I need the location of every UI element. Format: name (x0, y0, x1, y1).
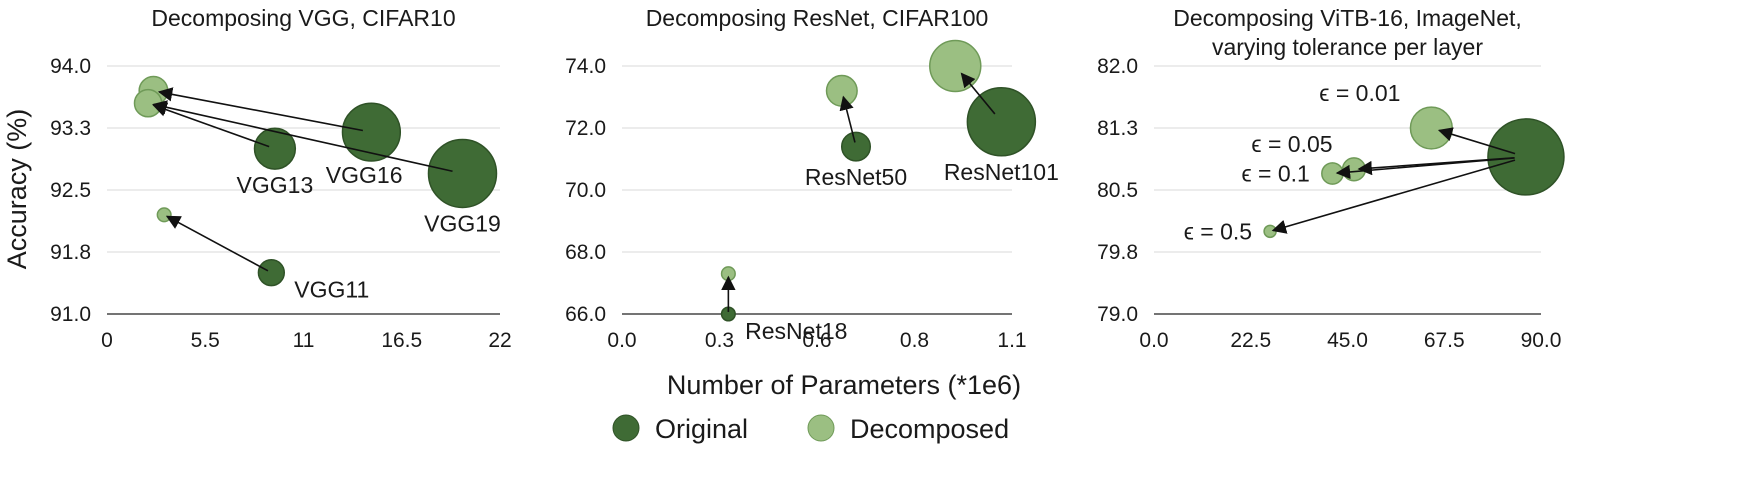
arrow-vgg16-orig-to-vgg16-dec (157, 87, 364, 132)
arrow-r101-orig-to-r101-dec (960, 72, 996, 115)
original-bubble-vgg11-orig (257, 258, 286, 287)
data-label: ϵ = 0.5 (1184, 218, 1252, 244)
arrow-vit-orig-to-vit-01 (1335, 157, 1515, 180)
x-tick-label: 0 (101, 329, 113, 352)
panels: Decomposing VGG, CIFAR10 91.0 91.8 92.5 93.3… (50, 5, 1565, 352)
x-tick-label: 0.3 (705, 329, 734, 352)
y-tick-label: 93.3 (50, 117, 91, 140)
data-label: ϵ = 0.01 (1319, 80, 1400, 106)
y-tick-label: 74.0 (565, 55, 606, 78)
arrow-vgg13-orig-to-vgg13-dec (152, 102, 270, 148)
original-bubble-vgg13-orig (253, 127, 297, 170)
data-label: VGG13 (237, 172, 314, 198)
y-tick-label: 79.8 (1097, 241, 1138, 264)
chart-title-line: Decomposing ResNet, CIFAR100 (646, 5, 989, 31)
x-tick-label: 11 (293, 329, 315, 352)
legend-swatch-original (612, 414, 640, 442)
original-bubble-vgg19-orig (427, 138, 498, 209)
arrow-vit-orig-to-vit-05 (1271, 159, 1516, 234)
x-tick-label: 22 (488, 329, 511, 352)
y-tick-label: 70.0 (565, 179, 606, 202)
data-label: VGG16 (326, 162, 403, 188)
x-tick-label: 16.5 (381, 329, 422, 352)
y-tick-label: 79.0 (1097, 303, 1138, 326)
x-tick-label: 22.5 (1230, 329, 1271, 352)
data-label: ResNet18 (745, 318, 847, 344)
original-bubble-vit-orig (1487, 118, 1565, 196)
original-bubble-r50-orig (840, 131, 872, 162)
y-tick-label: 66.0 (565, 303, 606, 326)
y-tick-label: 94.0 (50, 55, 91, 78)
x-axis-title: Number of Parameters (*1e6) (667, 370, 1021, 400)
y-tick-label: 91.0 (50, 303, 91, 326)
data-label: ResNet101 (944, 159, 1059, 185)
legend: Original Decomposed (612, 414, 1009, 444)
decomposed-bubble-vit-001 (1409, 106, 1453, 150)
data-label: VGG19 (424, 210, 501, 236)
y-tick-label: 80.5 (1097, 179, 1138, 202)
decomposed-bubble-vgg13-dec (133, 88, 163, 118)
data-label: VGG11 (294, 277, 369, 303)
x-tick-label: 5.5 (191, 329, 220, 352)
y-tick-label: 82.0 (1097, 55, 1138, 78)
y-tick-label: 72.0 (565, 117, 606, 140)
original-bubble-vgg16-orig (341, 102, 402, 162)
x-tick-label: 0.0 (1139, 329, 1168, 352)
decomposed-bubble-vgg11-dec (156, 207, 172, 223)
data-label: ResNet50 (805, 164, 907, 190)
original-bubble-r101-orig (966, 87, 1037, 157)
arrow-r50-orig-to-r50-dec (839, 95, 856, 143)
y-axis-title: Accuracy (%) (2, 109, 32, 270)
y-tick-label: 91.8 (50, 241, 91, 264)
y-tick-label: 81.3 (1097, 117, 1138, 140)
chart-panel-1: Decomposing VGG, CIFAR10 91.0 91.8 92.5 93.3… (50, 5, 512, 352)
chart-title-line: Decomposing ViTB-16, ImageNet, (1173, 5, 1522, 31)
chart-panel-2: Decomposing ResNet, CIFAR100 66.0 68.0 70.0… (565, 5, 1059, 352)
arrow-vgg11-orig-to-vgg11-dec (165, 215, 269, 272)
decomposed-bubble-r101-dec (929, 39, 982, 93)
x-tick-label: 0.6 (802, 329, 831, 352)
y-tick-label: 68.0 (565, 241, 606, 264)
y-tick-label: 92.5 (50, 179, 91, 202)
arrow-vgg19-orig-to-vgg13-dec (152, 100, 453, 173)
decomposed-bubble-r50-dec (825, 74, 858, 107)
x-tick-label: 90.0 (1521, 329, 1562, 352)
chart-title-line: Decomposing VGG, CIFAR10 (151, 5, 455, 31)
data-label: ϵ = 0.05 (1251, 131, 1332, 157)
data-label: ϵ = 0.1 (1241, 160, 1309, 186)
x-tick-label: 1.1 (997, 329, 1026, 352)
x-tick-label: 0.0 (607, 329, 636, 352)
decomposed-bubble-vit-05 (1263, 224, 1277, 239)
chart-panel-3: Decomposing ViTB-16, ImageNet, varying to… (1097, 5, 1565, 352)
x-tick-label: 45.0 (1327, 329, 1368, 352)
legend-swatch-decomposed (807, 414, 835, 442)
x-tick-label: 0.8 (900, 329, 929, 352)
chart-title-line: varying tolerance per layer (1212, 34, 1483, 60)
arrow-vit-orig-to-vit-001 (1437, 127, 1516, 155)
legend-label-decomposed: Decomposed (850, 414, 1009, 444)
x-tick-label: 67.5 (1424, 329, 1465, 352)
legend-label-original: Original (655, 414, 748, 444)
